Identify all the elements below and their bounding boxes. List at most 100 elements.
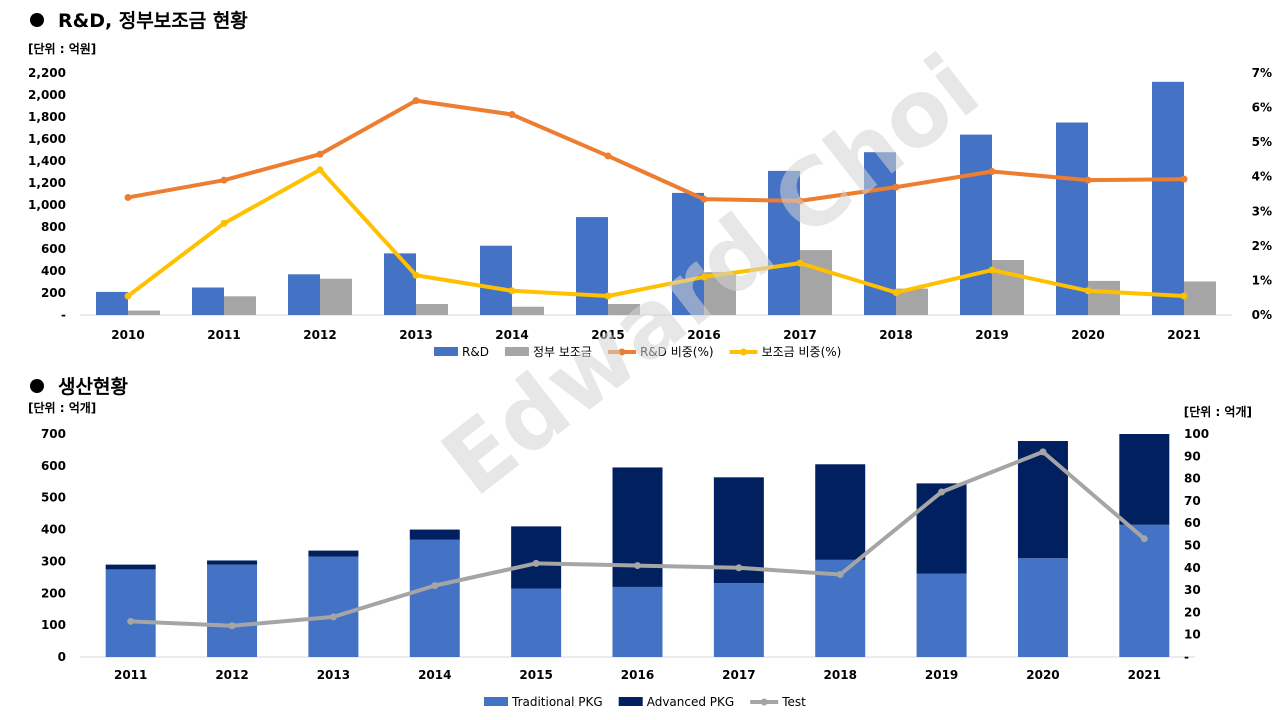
chart2-title-text: 생산현황	[58, 376, 128, 398]
chart1-y-right-tick: 6%	[1252, 101, 1272, 115]
chart2-bar-traditional	[105, 569, 156, 657]
chart2-bar-advanced	[207, 560, 258, 565]
chart2-y-left-tick: 200	[41, 586, 66, 600]
chart1-y-left-tick: 2,200	[28, 66, 66, 80]
chart2-legend-label: Advanced PKG	[647, 695, 735, 709]
chart1-y-right-tick: 7%	[1252, 66, 1272, 80]
chart1-bar-rnd	[672, 192, 704, 315]
chart2-legend-swatch	[618, 697, 643, 706]
chart1-y-left-tick: 400	[41, 264, 66, 278]
chart1-line-point	[700, 273, 708, 281]
chart1-bar-subsidy	[800, 250, 832, 315]
chart2-y-left-tick: 0	[58, 650, 66, 664]
chart1-x-tick: 2019	[975, 328, 1008, 342]
chart1-line-point	[1084, 287, 1092, 295]
chart2-bar-traditional	[916, 573, 967, 657]
chart1-line-point	[508, 287, 516, 295]
chart1-y-right-tick: 4%	[1252, 170, 1272, 184]
chart1-y-left-tick: 1,000	[28, 198, 66, 212]
chart1-x-tick: 2016	[687, 328, 720, 342]
chart2-line-point	[1140, 535, 1148, 543]
chart2-bar-traditional	[612, 586, 663, 657]
chart2-y-left-tick: 300	[41, 554, 66, 568]
chart2-legend-label: Test	[781, 695, 806, 709]
chart1-y-left-tick: 1,600	[28, 132, 66, 146]
chart2-line-point	[431, 582, 439, 590]
chart2-y-right-tick: -	[1184, 650, 1189, 664]
chart2-bar-traditional	[713, 583, 764, 657]
chart2-y-right-tick: 30	[1184, 583, 1201, 597]
chart2-x-tick: 2019	[925, 668, 958, 682]
chart1-line-subsidy-ratio	[126, 167, 1185, 298]
chart1-line-point	[700, 195, 708, 203]
chart1-x-tick: 2013	[399, 328, 432, 342]
chart2-title: 생산현황	[30, 372, 128, 399]
chart1-bar-rnd	[576, 217, 608, 315]
chart2-bar-traditional	[1119, 524, 1170, 657]
chart1-line-point	[412, 97, 420, 105]
chart1-bar-rnd	[768, 170, 800, 315]
chart1-y-right-tick: 5%	[1252, 135, 1272, 149]
chart2-bar-traditional	[207, 564, 258, 657]
chart1-line-point	[604, 292, 612, 300]
chart1-line-point	[124, 292, 132, 300]
chart1-bar-rnd	[384, 253, 416, 315]
chart1-line-point	[1180, 292, 1188, 300]
chart2-bar-advanced	[815, 464, 866, 560]
chart1-line-rnd-ratio	[127, 98, 1185, 203]
chart2-line-point	[735, 564, 743, 572]
chart2-y-left-tick: 600	[41, 459, 66, 473]
chart1-x-tick: 2014	[495, 328, 528, 342]
chart2-line-point	[127, 617, 135, 625]
chart1-bar-rnd	[480, 245, 512, 315]
chart1-x-tick: 2021	[1167, 328, 1200, 342]
chart1-line-point	[316, 166, 324, 174]
chart2-bar-traditional	[511, 588, 562, 657]
chart1-bar-subsidy	[608, 304, 640, 315]
chart2-line-point	[228, 622, 236, 630]
chart1-line-point	[508, 110, 516, 118]
chart2-line-point	[532, 559, 540, 567]
chart1-y-right-tick: 0%	[1252, 308, 1272, 322]
chart1-y-left-tick: 1,800	[28, 110, 66, 124]
bullet-icon	[30, 12, 44, 27]
chart1-unit-left: [단위 : 억원]	[28, 41, 96, 56]
chart2-x-tick: 2021	[1128, 668, 1161, 682]
chart2-bar-advanced	[511, 526, 562, 589]
chart1-line-point	[124, 193, 132, 201]
chart2-y-left-tick: 700	[41, 427, 66, 441]
chart1-y-left-tick: 600	[41, 242, 66, 256]
chart2-x-tick: 2020	[1026, 668, 1059, 682]
chart2-x-tick: 2012	[215, 668, 248, 682]
chart1-legend-label: 정부 보조금	[533, 345, 592, 359]
chart1-legend-label: 보조금 비중(%)	[762, 345, 842, 359]
chart2-x-tick: 2013	[317, 668, 350, 682]
chart2-unit-right: [단위 : 억개]	[1184, 404, 1252, 419]
chart2-bar-traditional	[1017, 558, 1068, 657]
chart1-line-point	[220, 176, 228, 184]
chart2-x-tick: 2017	[722, 668, 755, 682]
chart1-bar-rnd	[1056, 122, 1088, 315]
chart1-title-text: R&D, 정부보조금 현황	[58, 10, 248, 32]
chart2-bar-traditional	[308, 556, 359, 657]
chart1-line-point	[412, 271, 420, 279]
chart2-line-point	[836, 570, 844, 578]
chart1-bar-subsidy	[128, 310, 160, 315]
chart1-y-right-tick: 3%	[1252, 204, 1272, 218]
chart1-bar-rnd	[288, 274, 320, 315]
chart2-line-point	[1039, 448, 1047, 456]
chart2-y-left-tick: 500	[41, 491, 66, 505]
chart1-y-left-tick: 2,000	[28, 88, 66, 102]
chart2-line-point	[634, 562, 641, 570]
chart2-bar-advanced	[409, 529, 460, 540]
chart1-x-tick: 2017	[783, 328, 816, 342]
chart2-y-right-tick: 20	[1184, 605, 1201, 619]
chart1-bar-subsidy	[1184, 281, 1216, 315]
chart1-bar-subsidy	[416, 304, 448, 315]
chart1-title: R&D, 정부보조금 현황	[30, 6, 248, 33]
chart1-legend-swatch	[434, 347, 458, 356]
chart1-line-point	[316, 150, 324, 158]
chart2-x-tick: 2016	[621, 668, 654, 682]
chart2-y-right-tick: 40	[1184, 561, 1201, 575]
